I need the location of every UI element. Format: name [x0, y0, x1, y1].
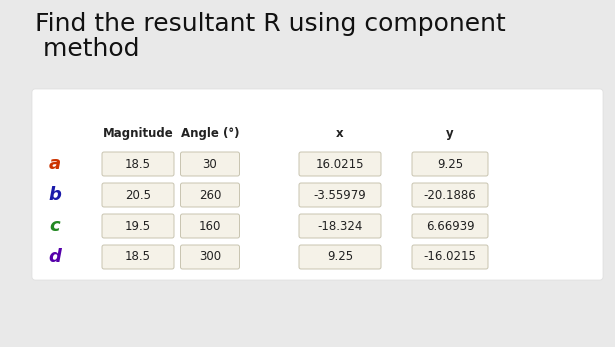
- FancyBboxPatch shape: [299, 214, 381, 238]
- Text: -20.1886: -20.1886: [424, 188, 477, 202]
- FancyBboxPatch shape: [299, 183, 381, 207]
- FancyBboxPatch shape: [180, 214, 239, 238]
- Text: x: x: [336, 127, 344, 140]
- FancyBboxPatch shape: [102, 245, 174, 269]
- Text: 16.0215: 16.0215: [315, 158, 364, 170]
- FancyBboxPatch shape: [180, 183, 239, 207]
- FancyBboxPatch shape: [180, 152, 239, 176]
- FancyBboxPatch shape: [299, 245, 381, 269]
- Text: 260: 260: [199, 188, 221, 202]
- FancyBboxPatch shape: [102, 152, 174, 176]
- FancyBboxPatch shape: [102, 214, 174, 238]
- Text: 300: 300: [199, 251, 221, 263]
- Text: 30: 30: [202, 158, 217, 170]
- FancyBboxPatch shape: [412, 245, 488, 269]
- Text: a: a: [49, 155, 61, 173]
- Text: c: c: [50, 217, 60, 235]
- Text: b: b: [49, 186, 62, 204]
- FancyBboxPatch shape: [299, 152, 381, 176]
- Text: 9.25: 9.25: [437, 158, 463, 170]
- FancyBboxPatch shape: [412, 183, 488, 207]
- FancyBboxPatch shape: [412, 152, 488, 176]
- Text: y: y: [446, 127, 454, 140]
- Text: 19.5: 19.5: [125, 220, 151, 232]
- Text: Angle (°): Angle (°): [181, 127, 239, 140]
- Text: -18.324: -18.324: [317, 220, 363, 232]
- FancyBboxPatch shape: [32, 89, 603, 280]
- Text: d: d: [49, 248, 62, 266]
- Text: 20.5: 20.5: [125, 188, 151, 202]
- Text: 18.5: 18.5: [125, 251, 151, 263]
- Text: 6.66939: 6.66939: [426, 220, 474, 232]
- FancyBboxPatch shape: [412, 214, 488, 238]
- Text: 160: 160: [199, 220, 221, 232]
- Text: -16.0215: -16.0215: [424, 251, 477, 263]
- Text: 18.5: 18.5: [125, 158, 151, 170]
- Text: -3.55979: -3.55979: [314, 188, 367, 202]
- Text: Magnitude: Magnitude: [103, 127, 173, 140]
- FancyBboxPatch shape: [180, 245, 239, 269]
- FancyBboxPatch shape: [102, 183, 174, 207]
- Text: 9.25: 9.25: [327, 251, 353, 263]
- Text: Find the resultant R using component: Find the resultant R using component: [35, 12, 506, 36]
- Text: method: method: [35, 37, 140, 61]
